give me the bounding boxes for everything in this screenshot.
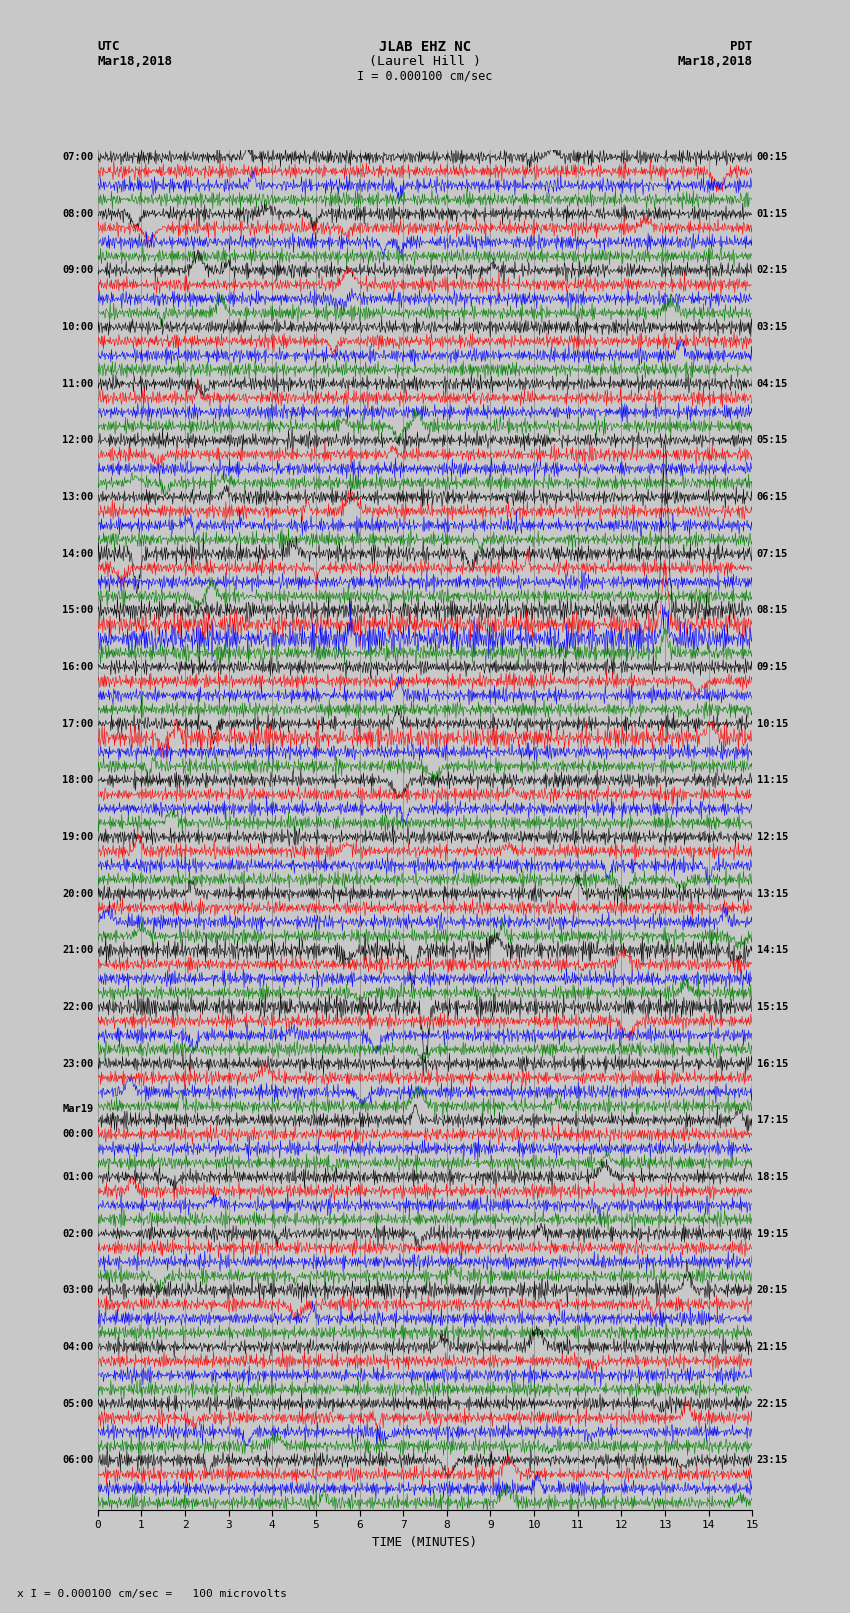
Text: 01:15: 01:15: [756, 208, 788, 219]
Text: 12:00: 12:00: [62, 436, 94, 445]
Text: 05:15: 05:15: [756, 436, 788, 445]
Text: 04:15: 04:15: [756, 379, 788, 389]
Text: 12:15: 12:15: [756, 832, 788, 842]
Text: 09:15: 09:15: [756, 661, 788, 673]
Text: I = 0.000100 cm/sec: I = 0.000100 cm/sec: [357, 69, 493, 82]
Text: 18:15: 18:15: [756, 1173, 788, 1182]
Text: 10:15: 10:15: [756, 719, 788, 729]
Text: Mar18,2018: Mar18,2018: [677, 55, 752, 68]
Text: 21:00: 21:00: [62, 945, 94, 955]
Text: 21:15: 21:15: [756, 1342, 788, 1352]
Text: 07:00: 07:00: [62, 152, 94, 161]
Text: 22:00: 22:00: [62, 1002, 94, 1011]
Text: 22:15: 22:15: [756, 1398, 788, 1408]
Text: 02:15: 02:15: [756, 266, 788, 276]
Text: x I = 0.000100 cm/sec =   100 microvolts: x I = 0.000100 cm/sec = 100 microvolts: [17, 1589, 287, 1598]
Text: PDT: PDT: [730, 40, 752, 53]
Text: 07:15: 07:15: [756, 548, 788, 558]
Text: 10:00: 10:00: [62, 323, 94, 332]
Text: JLAB EHZ NC: JLAB EHZ NC: [379, 40, 471, 55]
Text: 15:00: 15:00: [62, 605, 94, 615]
Text: 20:00: 20:00: [62, 889, 94, 898]
Text: 16:15: 16:15: [756, 1058, 788, 1068]
Text: 16:00: 16:00: [62, 661, 94, 673]
Text: 01:00: 01:00: [62, 1173, 94, 1182]
Text: 11:00: 11:00: [62, 379, 94, 389]
Text: 03:00: 03:00: [62, 1286, 94, 1295]
Text: 13:00: 13:00: [62, 492, 94, 502]
Text: Mar18,2018: Mar18,2018: [98, 55, 173, 68]
Text: 03:15: 03:15: [756, 323, 788, 332]
Text: UTC: UTC: [98, 40, 120, 53]
Text: 18:00: 18:00: [62, 776, 94, 786]
Text: (Laurel Hill ): (Laurel Hill ): [369, 55, 481, 68]
X-axis label: TIME (MINUTES): TIME (MINUTES): [372, 1536, 478, 1548]
Text: 17:15: 17:15: [756, 1115, 788, 1126]
Text: 08:00: 08:00: [62, 208, 94, 219]
Text: 11:15: 11:15: [756, 776, 788, 786]
Text: 08:15: 08:15: [756, 605, 788, 615]
Text: 09:00: 09:00: [62, 266, 94, 276]
Text: 13:15: 13:15: [756, 889, 788, 898]
Text: 00:15: 00:15: [756, 152, 788, 161]
Text: 02:00: 02:00: [62, 1229, 94, 1239]
Text: 15:15: 15:15: [756, 1002, 788, 1011]
Text: Mar19: Mar19: [62, 1103, 94, 1115]
Text: 06:00: 06:00: [62, 1455, 94, 1465]
Text: 17:00: 17:00: [62, 719, 94, 729]
Text: 04:00: 04:00: [62, 1342, 94, 1352]
Text: 20:15: 20:15: [756, 1286, 788, 1295]
Text: 23:15: 23:15: [756, 1455, 788, 1465]
Text: 05:00: 05:00: [62, 1398, 94, 1408]
Text: 19:15: 19:15: [756, 1229, 788, 1239]
Text: 19:00: 19:00: [62, 832, 94, 842]
Text: 06:15: 06:15: [756, 492, 788, 502]
Text: 23:00: 23:00: [62, 1058, 94, 1068]
Text: 14:15: 14:15: [756, 945, 788, 955]
Text: 00:00: 00:00: [62, 1129, 94, 1139]
Text: 14:00: 14:00: [62, 548, 94, 558]
